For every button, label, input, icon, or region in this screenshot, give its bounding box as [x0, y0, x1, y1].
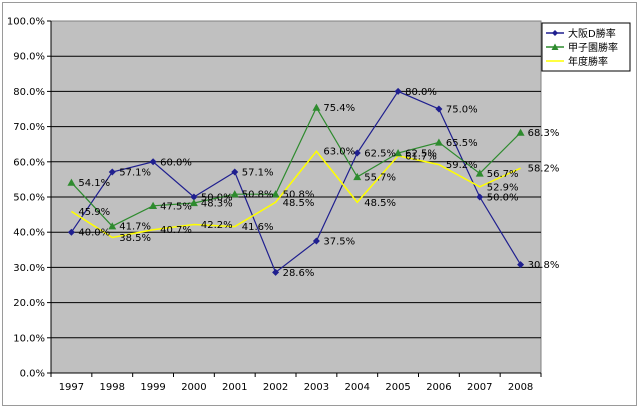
data-label: 56.7% — [487, 169, 519, 180]
data-point — [271, 190, 280, 198]
x-tick-label: 1998 — [100, 382, 125, 393]
data-point — [190, 193, 198, 201]
legend-marker — [552, 30, 558, 36]
legend-label: 甲子園勝率 — [568, 41, 618, 54]
legend-label: 年度勝率 — [568, 55, 608, 68]
data-point — [517, 261, 525, 269]
data-label: 75.0% — [446, 105, 478, 116]
x-tick-label: 2000 — [181, 382, 206, 393]
data-point — [230, 190, 239, 198]
series-line — [70, 90, 522, 274]
data-point — [353, 149, 361, 157]
y-tick-label: 50.0% — [13, 193, 45, 204]
data-label: 41.7% — [119, 222, 151, 233]
data-label: 57.1% — [119, 168, 151, 179]
x-tick-label: 2005 — [385, 382, 410, 393]
data-label: 42.2% — [201, 220, 233, 231]
y-tick-label: 90.0% — [13, 52, 45, 63]
data-label: 48.5% — [364, 198, 396, 209]
data-point — [394, 87, 402, 95]
data-label: 45.9% — [78, 207, 110, 218]
data-label: 50.8% — [242, 190, 274, 201]
data-label: 75.4% — [323, 103, 355, 114]
data-label: 38.5% — [119, 233, 151, 244]
y-tick-label: 70.0% — [13, 122, 45, 133]
data-label: 28.6% — [283, 268, 315, 279]
data-point — [108, 222, 117, 230]
data-label: 62.5% — [364, 149, 396, 160]
data-label: 50.0% — [201, 193, 233, 204]
data-point — [353, 172, 362, 181]
data-point — [475, 169, 484, 177]
data-label: 47.5% — [160, 201, 192, 212]
data-label: 68.3% — [528, 128, 560, 139]
data-label: 65.5% — [446, 138, 478, 149]
data-label: 41.6% — [242, 222, 274, 233]
data-point — [434, 138, 443, 146]
y-tick-label: 60.0% — [13, 157, 45, 168]
data-point — [149, 201, 158, 209]
y-tick-label: 40.0% — [13, 228, 45, 239]
y-tick-label: 20.0% — [13, 298, 45, 309]
y-tick-label: 0.0% — [20, 369, 45, 380]
y-tick-label: 30.0% — [13, 263, 45, 274]
data-point — [67, 228, 75, 236]
data-point — [476, 193, 484, 201]
x-tick-label: 2006 — [426, 382, 451, 393]
data-label: 48.3% — [201, 198, 233, 209]
data-point — [149, 158, 157, 166]
data-label: 30.8% — [528, 260, 560, 271]
data-label: 59.2% — [446, 160, 478, 171]
legend-label: 大阪D勝率 — [568, 27, 616, 40]
data-label: 60.0% — [160, 157, 192, 168]
data-label: 58.2% — [528, 164, 560, 175]
x-tick-label: 2001 — [222, 382, 247, 393]
data-point — [312, 103, 321, 111]
x-tick-label: 2004 — [345, 382, 370, 393]
data-point — [231, 168, 239, 176]
data-label: 57.1% — [242, 168, 274, 179]
data-point — [394, 149, 403, 157]
series-line — [70, 106, 522, 227]
data-point — [108, 168, 116, 176]
data-label: 37.5% — [323, 237, 355, 248]
legend-box — [541, 22, 631, 72]
x-tick-label: 1997 — [59, 382, 84, 393]
y-tick-label: 10.0% — [13, 333, 45, 344]
data-label: 61.7% — [405, 151, 437, 162]
y-tick-label: 100.0% — [7, 17, 45, 28]
x-tick-label: 2007 — [467, 382, 492, 393]
x-tick-label: 2002 — [263, 382, 288, 393]
legend-marker — [551, 43, 559, 50]
data-point — [272, 268, 280, 276]
x-tick-label: 2003 — [304, 382, 329, 393]
data-label: 50.0% — [487, 193, 519, 204]
data-point — [516, 128, 525, 136]
data-label: 55.7% — [364, 172, 396, 183]
data-label: 62.5% — [405, 149, 437, 160]
data-label: 50.8% — [283, 190, 315, 201]
data-label: 54.1% — [78, 178, 110, 189]
y-tick-label: 80.0% — [13, 87, 45, 98]
data-point — [435, 105, 443, 113]
data-label: 48.5% — [283, 198, 315, 209]
data-label: 40.0% — [78, 228, 110, 239]
data-label: 63.0% — [323, 147, 355, 158]
x-tick-label: 2008 — [508, 382, 533, 393]
data-label: 40.7% — [160, 225, 192, 236]
series-line — [71, 150, 521, 239]
data-label: 52.9% — [487, 182, 519, 193]
data-point — [67, 178, 76, 186]
data-point — [312, 237, 320, 245]
x-tick-label: 1999 — [140, 382, 165, 393]
data-point — [189, 198, 198, 207]
data-label: 80.0% — [405, 87, 437, 98]
